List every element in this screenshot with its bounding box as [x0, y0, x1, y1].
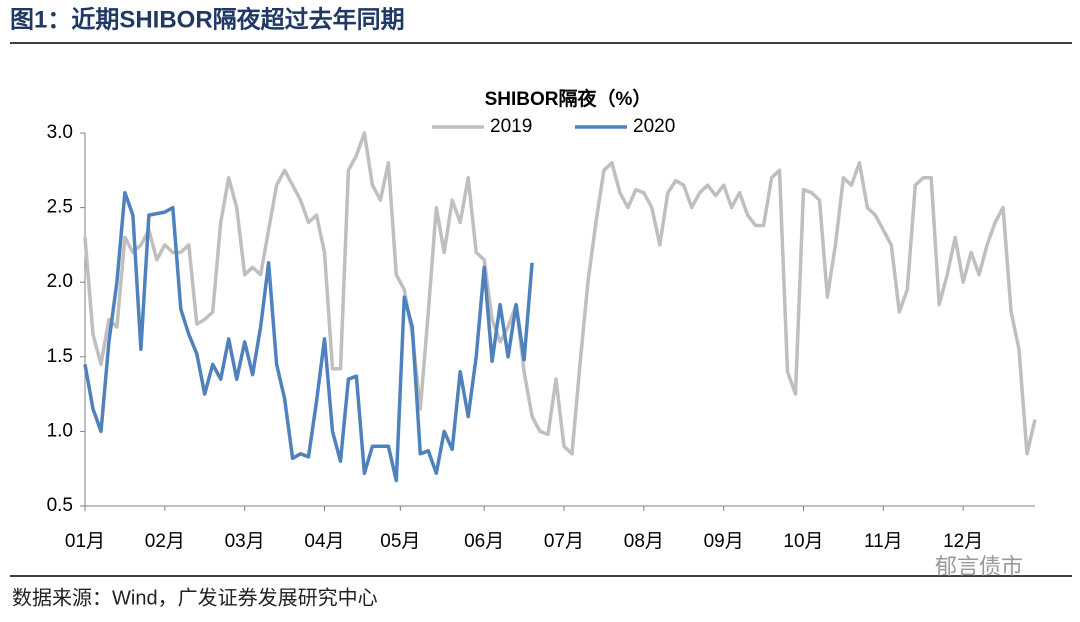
x-tick-label: 08月: [624, 531, 664, 552]
x-tick-label: 06月: [464, 531, 504, 552]
x-tick-label: 04月: [304, 531, 344, 552]
x-tick-label: 09月: [704, 531, 744, 552]
series-line: [83, 131, 1037, 456]
x-tick-label: 11月: [864, 531, 903, 552]
source: 数据来源：Wind，广发证券发展研究中心: [12, 586, 378, 609]
legend-label: 2019: [490, 116, 532, 137]
chart-title: SHIBOR隔夜（%）: [485, 87, 652, 110]
x-tick-label: 03月: [225, 531, 265, 552]
x-tick-label: 07月: [544, 531, 584, 552]
y-tick-label: 2.0: [47, 271, 73, 292]
series-line: [83, 190, 534, 483]
x-tick-label: 02月: [145, 531, 185, 552]
page-title: 图1：近期SHIBOR隔夜超过去年同期: [10, 5, 405, 33]
x-tick-label: 01月: [65, 531, 105, 552]
watermark: 郁言债市: [935, 554, 1023, 579]
y-tick-label: 3.0: [47, 122, 73, 143]
x-tick-label: 12月: [943, 531, 983, 552]
x-tick-label: 05月: [380, 531, 420, 552]
y-tick-label: 1.0: [47, 420, 73, 441]
legend-label: 2020: [633, 116, 675, 137]
x-tick-label: 10月: [783, 531, 823, 552]
y-tick-label: 2.5: [47, 197, 73, 218]
y-tick-label: 1.5: [47, 346, 73, 367]
y-tick-label: 0.5: [47, 495, 73, 516]
